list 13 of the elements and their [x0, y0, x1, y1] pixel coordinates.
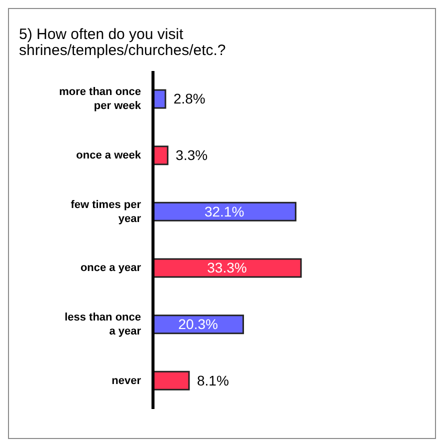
y-tick-label: never — [112, 374, 142, 387]
data-label: 33.3% — [207, 260, 247, 276]
data-label: 32.1% — [204, 203, 244, 220]
y-tick-label: once a year — [80, 262, 142, 274]
data-label: 3.3% — [176, 147, 208, 164]
y-tick-label: more than once per week — [59, 86, 142, 112]
data-label: 20.3% — [178, 316, 218, 332]
data-label: 8.1% — [197, 372, 229, 388]
y-tick-label: once a week — [76, 149, 142, 162]
y-tick-label: few times per year — [70, 198, 142, 225]
data-label: 2.8% — [173, 90, 206, 107]
chart-title: 5) How often do you visit shrines/temples/churches/etc.? — [18, 25, 227, 59]
y-tick-label: less than once a year — [64, 311, 142, 338]
